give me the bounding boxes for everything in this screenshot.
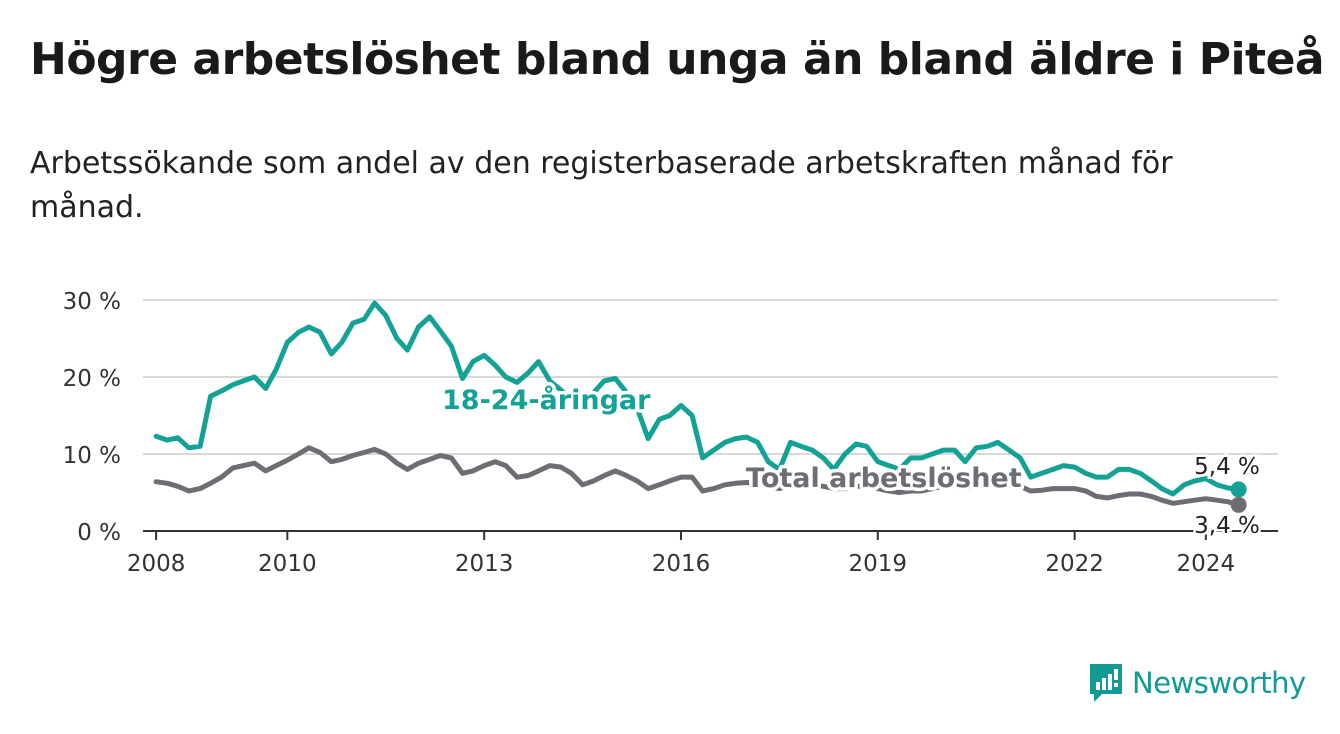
x-tick-label: 2010 [258,551,317,577]
x-tick-label: 2022 [1045,551,1104,577]
end-point-youth [1230,481,1247,498]
end-value-label-youth: 5,4 % [1194,454,1260,480]
y-tick-label: 20 % [63,366,121,392]
chart-title: Högre arbetslöshet bland unga än bland ä… [30,34,1325,85]
series-label-youth: 18-24-åringar [442,384,651,416]
y-tick-label: 10 % [63,443,121,469]
x-tick-label: 2024 [1177,551,1236,577]
x-tick-label: 2019 [849,551,908,577]
x-tick-label: 2013 [455,551,514,577]
series-label-total: Total arbetslöshet [746,463,1022,494]
end-point-total [1230,496,1247,513]
series-line-total [153,445,1242,508]
end-value-label-total: 3,4 % [1194,513,1260,539]
x-tick-label: 2008 [127,551,186,577]
chart-subtitle: Arbetssökande som andel av den registerb… [30,146,1173,225]
brand-logo: Newsworthy [1088,660,1306,706]
y-tick-label: 0 % [77,520,121,546]
series-line-youth [153,300,1242,497]
newsworthy-icon [1090,664,1122,702]
y-tick-label: 30 % [63,289,121,315]
x-tick-label: 2016 [652,551,711,577]
brand-name: Newsworthy [1132,666,1306,700]
